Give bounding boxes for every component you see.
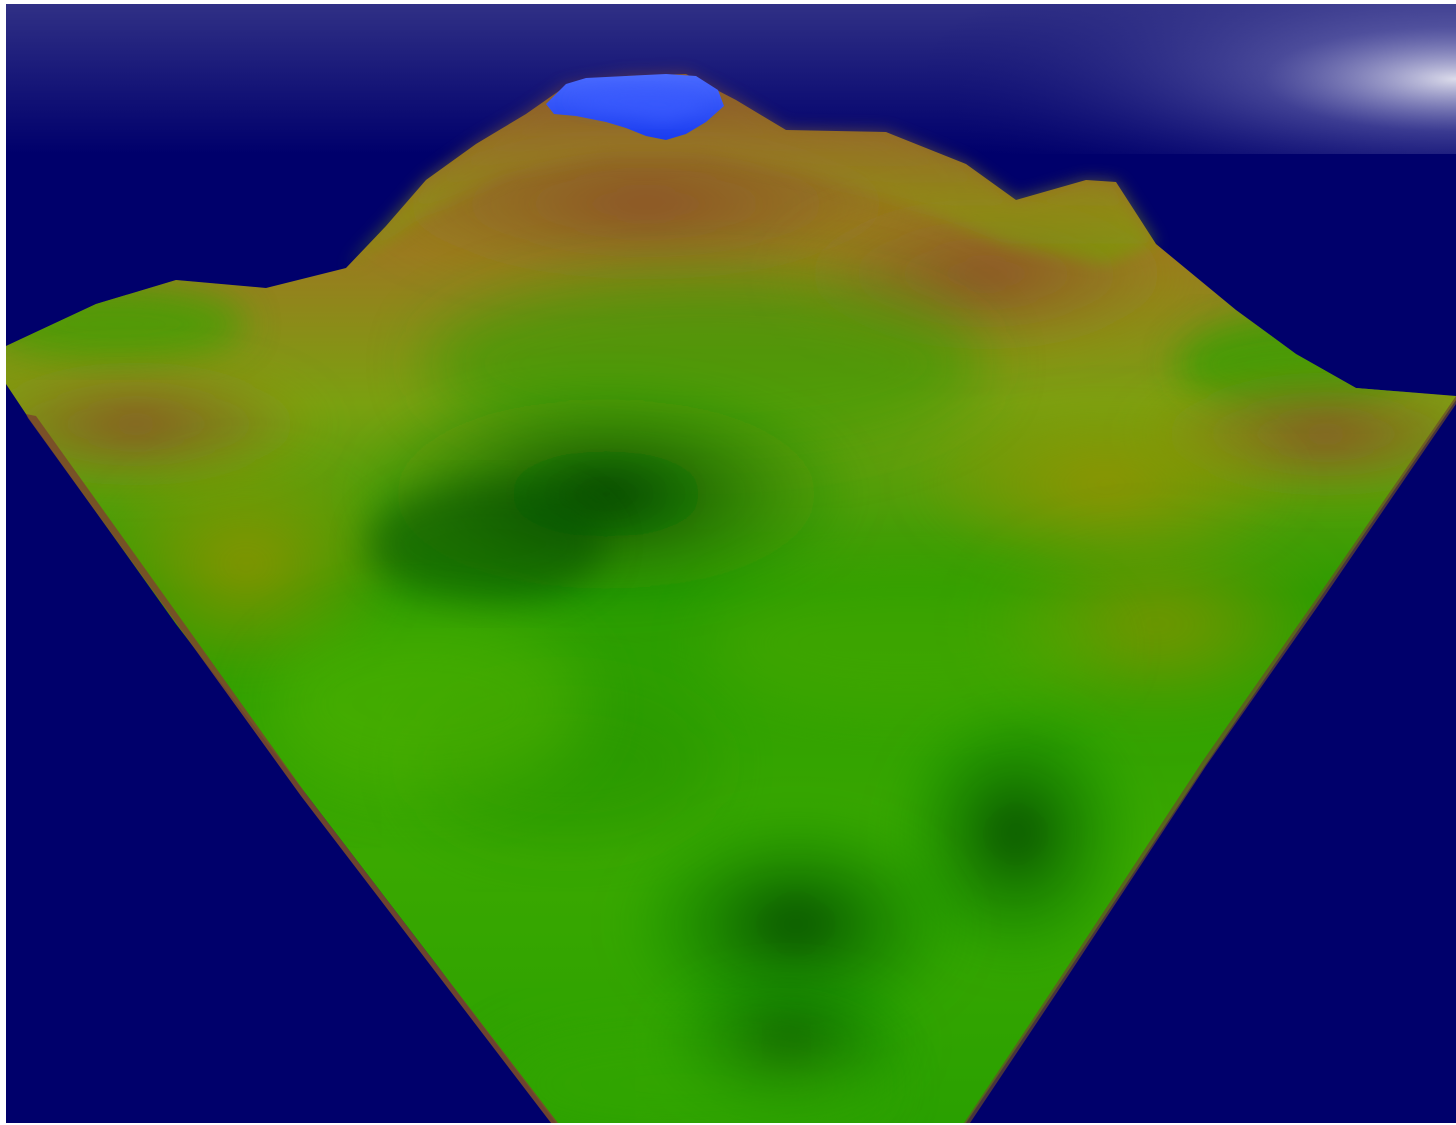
terrain-scene — [6, 4, 1456, 1123]
terrain-edge-left — [26, 414, 558, 1123]
render-viewport[interactable] — [6, 4, 1456, 1123]
mountain-ridge — [346, 74, 1156, 268]
sky-glow-right — [906, 4, 1456, 154]
terrain-edge-right — [964, 396, 1456, 1123]
